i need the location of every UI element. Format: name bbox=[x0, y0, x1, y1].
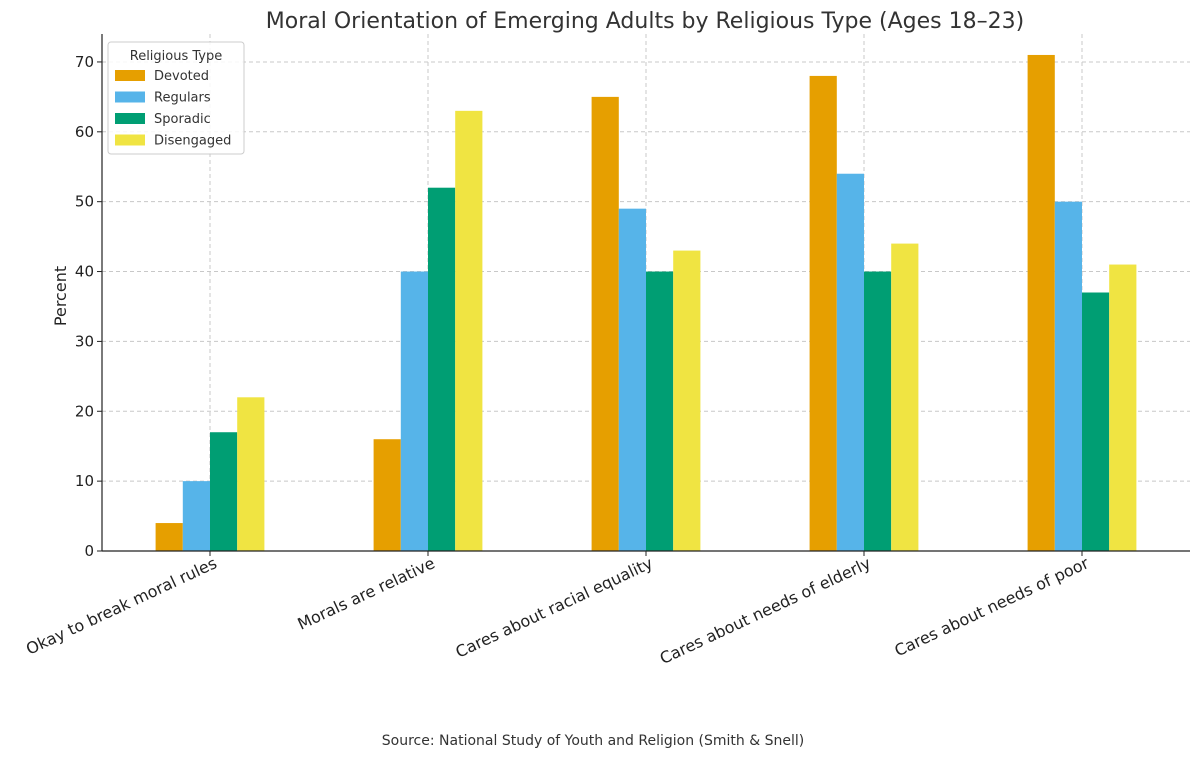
bar-regulars-2 bbox=[400, 271, 428, 551]
bar-sporadic-2 bbox=[428, 187, 456, 551]
source-note: Source: National Study of Youth and Reli… bbox=[382, 733, 804, 749]
legend-label-disengaged: Disengaged bbox=[154, 134, 231, 149]
y-tick-label: 70 bbox=[75, 53, 94, 71]
legend-label-devoted: Devoted bbox=[154, 69, 209, 84]
bar-disengaged-2 bbox=[455, 110, 483, 551]
bar-regulars-4 bbox=[836, 173, 864, 551]
bar-sporadic-4 bbox=[864, 271, 892, 551]
y-tick-label: 10 bbox=[75, 472, 94, 490]
bars-layer bbox=[155, 54, 1137, 552]
bar-disengaged-3 bbox=[673, 250, 701, 551]
bar-devoted-1 bbox=[155, 523, 183, 551]
bar-sporadic-3 bbox=[646, 271, 674, 551]
y-axis-label: Percent bbox=[51, 266, 70, 326]
bar-sporadic-1 bbox=[210, 432, 238, 551]
y-tick-label: 50 bbox=[75, 193, 94, 211]
legend-swatch-regulars bbox=[115, 91, 145, 103]
bar-sporadic-5 bbox=[1082, 292, 1110, 551]
y-tick-label: 40 bbox=[75, 263, 94, 281]
legend: Religious Type Devoted Regulars Sporadic Dis… bbox=[107, 41, 245, 155]
bar-devoted-3 bbox=[591, 96, 619, 551]
bar-disengaged-5 bbox=[1109, 264, 1137, 551]
y-tick-label: 0 bbox=[84, 542, 94, 560]
x-tick-label: Okay to break moral rules bbox=[23, 553, 220, 658]
bar-disengaged-4 bbox=[891, 243, 919, 551]
bar-disengaged-1 bbox=[237, 397, 265, 551]
y-tick-label: 30 bbox=[75, 332, 94, 350]
legend-label-sporadic: Sporadic bbox=[154, 112, 211, 127]
legend-title: Religious Type bbox=[130, 49, 223, 64]
x-tick-label: Cares about needs of elderly bbox=[657, 553, 874, 668]
bar-regulars-5 bbox=[1054, 201, 1082, 552]
legend-swatch-disengaged bbox=[115, 134, 145, 146]
legend-label-regulars: Regulars bbox=[154, 91, 211, 106]
legend-swatch-devoted bbox=[115, 70, 145, 81]
bar-devoted-4 bbox=[809, 75, 837, 552]
x-tick-label: Cares about racial equality bbox=[453, 553, 656, 661]
bar-regulars-1 bbox=[182, 481, 210, 551]
legend-swatch-sporadic bbox=[115, 113, 145, 124]
chart-title: Moral Orientation of Emerging Adults by … bbox=[266, 9, 1024, 34]
bar-devoted-5 bbox=[1027, 54, 1055, 551]
x-tick-label: Morals are relative bbox=[294, 553, 437, 633]
x-tick-label: Cares about needs of poor bbox=[892, 553, 1092, 660]
bar-regulars-3 bbox=[618, 208, 646, 551]
y-tick-label: 20 bbox=[75, 402, 94, 420]
y-tick-label: 60 bbox=[75, 123, 94, 141]
bar-devoted-2 bbox=[373, 439, 401, 551]
